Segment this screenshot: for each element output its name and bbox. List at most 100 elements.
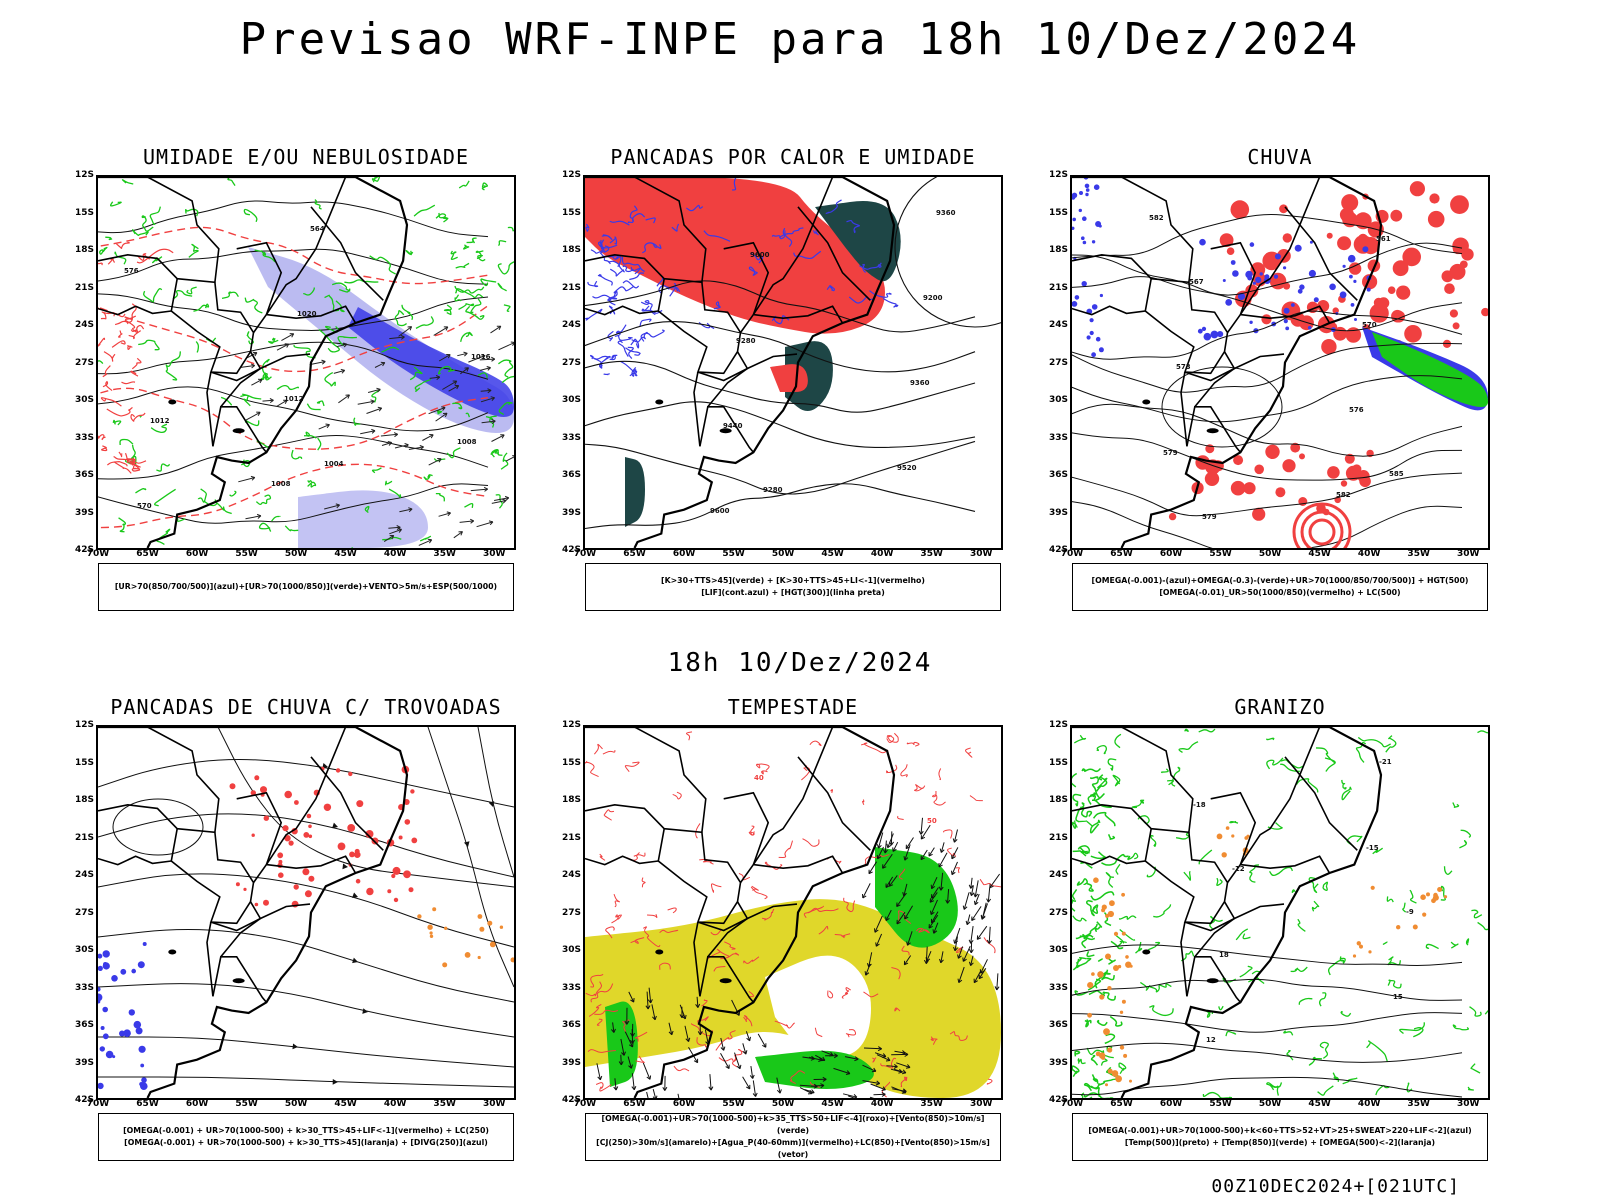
lif-contour — [607, 330, 614, 342]
legend-line: [OMEGA(-0.001)+UR>70(1000-500)+k>35_TTS>… — [601, 1114, 985, 1135]
humidity-lower-contour — [501, 375, 514, 384]
latitude-tick: 24S — [74, 320, 94, 330]
humidity-lower-contour — [353, 417, 361, 426]
precip-water-contour — [743, 1015, 753, 1027]
wind-vector — [708, 1086, 714, 1091]
wind-vector — [343, 342, 348, 348]
latitude-tick: 18S — [74, 795, 94, 805]
rain-blue — [1082, 216, 1087, 221]
wind-vector — [940, 872, 944, 891]
wind-vector — [486, 366, 491, 371]
wind-vector — [845, 1070, 851, 1075]
political-border — [1072, 305, 1146, 316]
rain-blue — [1091, 304, 1098, 310]
wind-vector — [443, 326, 449, 331]
storm-red — [294, 800, 299, 805]
wind-vector — [939, 848, 945, 853]
wind-vector — [854, 1056, 859, 1062]
latitude-tick: 15S — [1048, 207, 1068, 218]
latitude-tick: 18S — [1048, 245, 1068, 255]
rain-blue — [1249, 320, 1253, 324]
thickness-line — [116, 241, 130, 250]
wind-vector — [886, 1065, 898, 1068]
wind-vector — [963, 892, 970, 910]
longitude-tick: 45W — [334, 1099, 357, 1109]
precip-water-contour — [710, 928, 722, 936]
political-border — [310, 756, 384, 851]
political-border — [585, 305, 659, 316]
rain-red — [1308, 518, 1336, 546]
wind-vector — [696, 996, 699, 1008]
temp-850-contour — [1340, 1010, 1352, 1017]
wind-vector — [980, 959, 988, 974]
rain-red — [1292, 502, 1352, 548]
latitude-tick: 24S — [561, 870, 581, 880]
storm-red — [365, 830, 374, 838]
rain-green — [1372, 332, 1488, 407]
wind-vector — [630, 998, 635, 1003]
humidity-lower-contour — [154, 488, 176, 507]
temp-850-contour — [1413, 1027, 1424, 1038]
rain-red — [1396, 285, 1411, 300]
latitude-tick: 30S — [561, 945, 581, 955]
precip-water-contour — [916, 927, 930, 934]
wind-vector — [928, 847, 935, 857]
latitude-tick: 39S — [74, 1057, 94, 1068]
latitude-tick: 42S — [1048, 1095, 1068, 1105]
precip-water-contour — [634, 1031, 648, 1042]
temp-500-contour — [1072, 1012, 1463, 1033]
field-layer — [1072, 177, 1488, 548]
wind-vector — [357, 400, 375, 405]
humidity-lower-contour — [185, 208, 199, 217]
wind-vector — [896, 919, 901, 925]
temp-850-contour — [1114, 733, 1122, 749]
precip-water-contour — [611, 914, 622, 924]
humidity-lower-contour — [409, 366, 423, 381]
pressure-isobar — [98, 386, 489, 432]
latitude-tick: 30S — [1048, 395, 1068, 405]
political-border — [266, 855, 357, 874]
rain-red — [1358, 233, 1368, 244]
storm-orange — [479, 926, 485, 932]
contour-label: 9280 — [763, 486, 783, 494]
storm-red — [304, 890, 312, 898]
omega-orange — [1107, 1068, 1113, 1074]
temp-850-contour — [1470, 1063, 1481, 1074]
lake — [655, 399, 664, 405]
temp-850-contour — [1072, 889, 1078, 901]
latitude-tick: 18S — [561, 245, 581, 255]
precip-water-contour — [901, 945, 910, 956]
storm-red — [308, 824, 312, 829]
humidity-lower-contour — [415, 316, 434, 329]
height-500 — [1072, 432, 1463, 481]
thickness-line — [130, 370, 139, 377]
longitude-tick: 60W — [672, 549, 696, 559]
lake — [719, 978, 732, 984]
precip-water-contour — [743, 956, 760, 964]
wind-vector — [986, 939, 992, 944]
rain-red — [1230, 200, 1250, 219]
storm-red — [354, 851, 361, 858]
precip-water-contour — [635, 1055, 645, 1063]
wind-vector — [903, 883, 908, 897]
wind-vector — [491, 356, 496, 362]
precip-water-contour — [834, 933, 851, 939]
humidity-lower-contour — [405, 249, 414, 256]
political-border — [797, 756, 871, 851]
storm-red — [254, 775, 260, 781]
temp-850-contour — [1089, 776, 1099, 780]
map-chuva: 582 582 579 576 573 570 567 561 579 585 — [1070, 175, 1490, 550]
longitude-tick: 40W — [870, 549, 894, 559]
longitude-tick: 30W — [482, 549, 506, 559]
lif-contour — [608, 260, 625, 273]
instability-green-area — [815, 201, 901, 282]
rain-blue — [1091, 240, 1096, 244]
wind-vector — [498, 342, 514, 351]
latitude-axis: 12S 15S 18S 21S 24S 27S 30S 33S 36S 39S 42S — [66, 170, 94, 555]
rain-blue — [1309, 240, 1313, 244]
streamline-arrow — [342, 863, 348, 870]
wind-vector — [481, 354, 486, 359]
wind-vector — [725, 1064, 730, 1070]
temp-850-contour — [1090, 851, 1106, 860]
wind-vector — [882, 849, 888, 854]
